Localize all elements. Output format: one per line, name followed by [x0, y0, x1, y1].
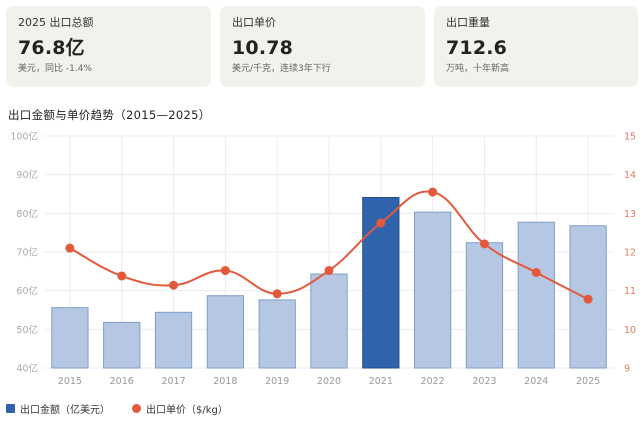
- chart-title: 出口金额与单价趋势（2015—2025）: [8, 108, 211, 122]
- y-left-tick-label: 100亿: [10, 131, 38, 143]
- unit-price-card: 出口单价 10.78 美元/千克，连续3年下行: [220, 6, 425, 87]
- card-value: 712.6: [446, 37, 508, 59]
- y-right-tick-label: 15: [624, 132, 636, 143]
- y-left-tick-label: 70亿: [16, 247, 38, 259]
- bar-2021: [362, 196, 400, 369]
- card-value: 10.78: [232, 37, 294, 59]
- total-export-card: 2025 出口总额 76.8亿 美元，同比 -1.4%: [6, 6, 211, 87]
- x-tick-label: 2021: [369, 376, 393, 387]
- price-point-2020: [324, 266, 334, 276]
- bar-2018: [206, 295, 245, 369]
- y-right-tick-label: 10: [624, 325, 636, 336]
- x-tick-label: 2022: [421, 376, 445, 387]
- price-point-2023: [479, 239, 489, 249]
- price-point-2017: [169, 280, 179, 290]
- legend-label-amount: 出口金额（亿美元）: [20, 405, 110, 416]
- x-tick-label: 2023: [472, 376, 496, 387]
- y-right-tick-label: 13: [624, 209, 636, 220]
- bar-2020: [310, 273, 348, 369]
- x-tick-label: 2017: [161, 376, 185, 387]
- price-point-2015: [65, 243, 75, 253]
- x-tick-label: 2025: [576, 376, 600, 387]
- legend-swatch-line: [132, 404, 141, 413]
- bar-2015: [51, 307, 89, 369]
- card-label: 2025 出口总额: [18, 16, 94, 29]
- price-point-2018: [220, 266, 230, 276]
- y-right-tick-label: 9: [624, 364, 630, 375]
- bar-2023: [465, 242, 504, 369]
- price-point-2022: [428, 187, 438, 197]
- price-point-2025: [583, 294, 593, 304]
- bar-2022: [414, 211, 452, 369]
- y-left-tick-label: 40亿: [16, 363, 38, 375]
- card-subtext: 美元，同比 -1.4%: [18, 64, 92, 74]
- legend-item-amount[interactable]: 出口金额（亿美元）: [6, 401, 110, 416]
- legend-swatch-bar: [6, 404, 15, 413]
- bar-2019: [258, 299, 296, 369]
- x-tick-label: 2024: [524, 376, 548, 387]
- y-right-tick-label: 14: [624, 170, 636, 181]
- legend-label-price: 出口单价（$/kg）: [146, 405, 228, 416]
- card-value: 76.8亿: [18, 37, 85, 59]
- chart-legend: 出口金额（亿美元） 出口单价（$/kg）: [6, 401, 250, 416]
- bar-2024: [517, 221, 555, 369]
- y-left-tick-label: 80亿: [16, 208, 38, 220]
- y-right-tick-label: 11: [624, 286, 636, 297]
- x-tick-label: 2020: [317, 376, 341, 387]
- y-left-tick-label: 50亿: [16, 324, 38, 336]
- card-label: 出口单价: [232, 16, 276, 29]
- export-trend-chart: 40亿 50亿 60亿 70亿 80亿 90亿 100亿 9 10 11 12 13 14 15 2015 2…: [10, 131, 636, 388]
- x-tick-label: 2016: [110, 376, 134, 387]
- price-point-2016: [117, 271, 127, 281]
- y-right-tick-label: 12: [624, 248, 636, 259]
- card-subtext: 万吨，十年新高: [446, 64, 510, 74]
- price-point-2021: [376, 218, 386, 228]
- legend-item-price[interactable]: 出口单价（$/kg）: [132, 401, 228, 416]
- x-tick-label: 2015: [58, 376, 82, 387]
- card-label: 出口重量: [446, 16, 490, 29]
- price-point-2024: [531, 267, 541, 277]
- x-tick-label: 2019: [265, 376, 289, 387]
- bar-2016: [103, 321, 141, 369]
- price-point-2019: [272, 289, 282, 299]
- card-subtext: 美元/千克，连续3年下行: [232, 64, 331, 74]
- bar-2017: [154, 311, 193, 369]
- export-weight-card: 出口重量 712.6 万吨，十年新高: [434, 6, 638, 87]
- y-left-tick-label: 90亿: [16, 169, 38, 181]
- x-tick-label: 2018: [213, 376, 237, 387]
- y-left-tick-label: 60亿: [16, 285, 38, 297]
